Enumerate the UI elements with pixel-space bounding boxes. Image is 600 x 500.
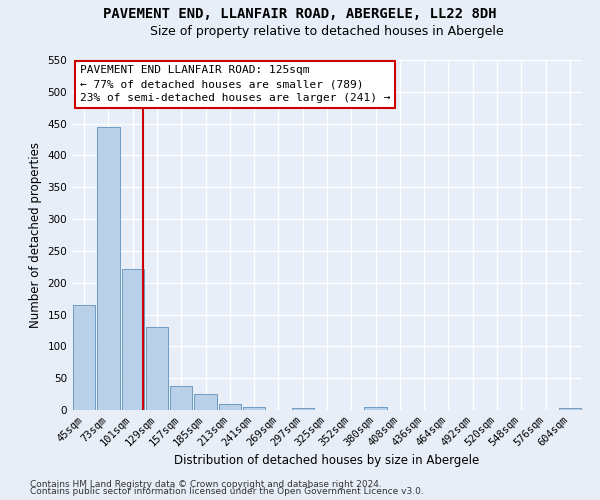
Text: PAVEMENT END LLANFAIR ROAD: 125sqm
← 77% of detached houses are smaller (789)
23: PAVEMENT END LLANFAIR ROAD: 125sqm ← 77%…: [80, 65, 390, 104]
Title: Size of property relative to detached houses in Abergele: Size of property relative to detached ho…: [150, 25, 504, 38]
Text: PAVEMENT END, LLANFAIR ROAD, ABERGELE, LL22 8DH: PAVEMENT END, LLANFAIR ROAD, ABERGELE, L…: [103, 8, 497, 22]
Bar: [243, 407, 265, 410]
Bar: [218, 404, 241, 410]
Y-axis label: Number of detached properties: Number of detached properties: [29, 142, 42, 328]
Bar: [364, 408, 387, 410]
Bar: [559, 408, 581, 410]
Bar: [146, 328, 168, 410]
Text: Contains HM Land Registry data © Crown copyright and database right 2024.: Contains HM Land Registry data © Crown c…: [30, 480, 382, 489]
Text: Contains public sector information licensed under the Open Government Licence v3: Contains public sector information licen…: [30, 487, 424, 496]
Bar: [194, 394, 217, 410]
Bar: [292, 408, 314, 410]
Bar: [97, 127, 119, 410]
X-axis label: Distribution of detached houses by size in Abergele: Distribution of detached houses by size …: [175, 454, 479, 467]
Bar: [170, 386, 193, 410]
Bar: [73, 305, 95, 410]
Bar: [122, 268, 144, 410]
